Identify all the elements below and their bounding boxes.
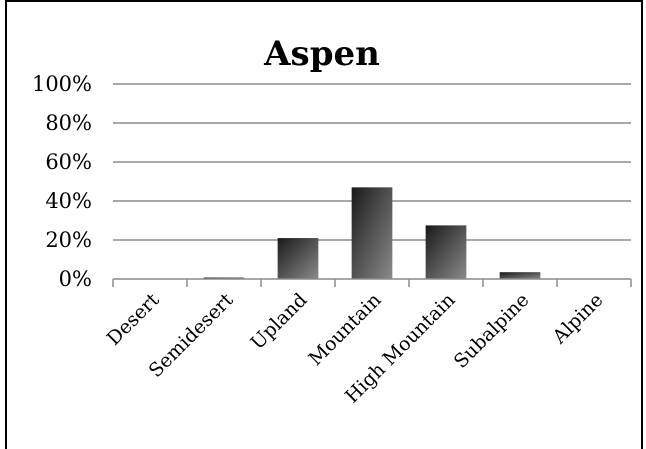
x-category-label: Alpine bbox=[548, 289, 608, 349]
y-axis-ticks: 0% 20% 40% 60% 80% 100% bbox=[32, 72, 92, 291]
bars bbox=[203, 187, 541, 279]
x-category-label: Mountain bbox=[304, 289, 385, 370]
y-tick-label: 100% bbox=[32, 72, 92, 96]
y-tick-label: 40% bbox=[45, 189, 92, 213]
bar-mountain bbox=[351, 187, 393, 279]
y-tick-label: 60% bbox=[45, 150, 92, 174]
x-category-label: Desert bbox=[103, 289, 164, 350]
x-category-label: Upland bbox=[246, 289, 311, 354]
y-tick-label: 80% bbox=[45, 111, 92, 135]
bar-upland bbox=[277, 238, 319, 279]
bar-high-mountain bbox=[425, 225, 467, 279]
chart-title: Aspen bbox=[263, 34, 380, 74]
bar-subalpine bbox=[499, 272, 541, 279]
x-axis bbox=[112, 278, 632, 287]
y-tick-label: 20% bbox=[45, 228, 92, 252]
x-category-label: Subalpine bbox=[450, 289, 534, 373]
y-tick-label: 0% bbox=[59, 267, 92, 291]
